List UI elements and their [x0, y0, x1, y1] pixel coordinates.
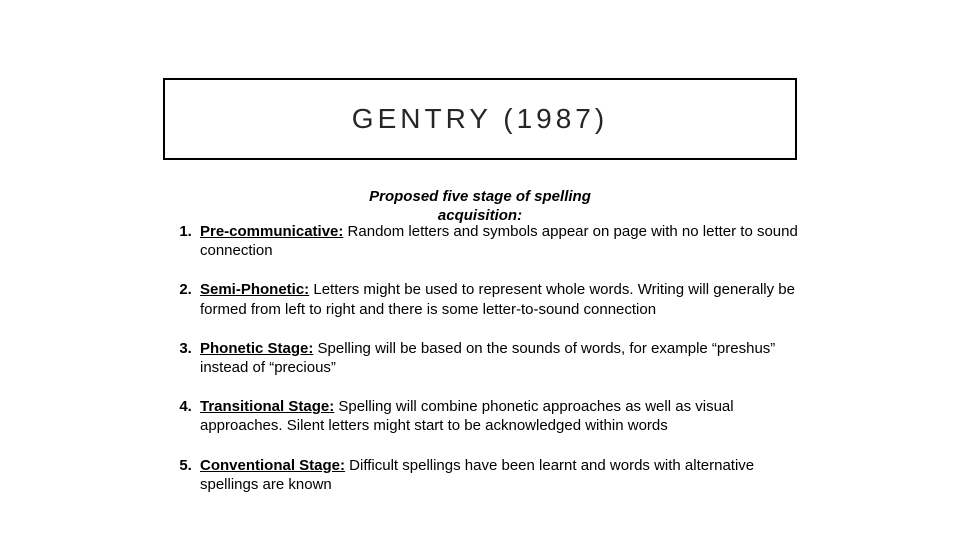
- list-item: Phonetic Stage: Spelling will be based o…: [196, 339, 816, 377]
- list-item: Semi-Phonetic: Letters might be used to …: [196, 280, 816, 318]
- slide: GENTRY (1987) Proposed five stage of spe…: [0, 0, 960, 540]
- subtitle-line-1: Proposed five stage of spelling: [369, 188, 591, 205]
- stage-label: Conventional Stage:: [200, 457, 345, 474]
- stage-label: Pre-communicative:: [200, 223, 343, 240]
- list-item: Transitional Stage: Spelling will combin…: [196, 397, 816, 435]
- stages-ordered-list: Pre-communicative: Random letters and sy…: [170, 222, 816, 494]
- stage-label: Semi-Phonetic:: [200, 281, 309, 298]
- stages-list-container: Pre-communicative: Random letters and sy…: [170, 222, 816, 514]
- stage-label: Transitional Stage:: [200, 398, 334, 415]
- title-box: GENTRY (1987): [163, 78, 797, 160]
- list-item: Pre-communicative: Random letters and sy…: [196, 222, 816, 260]
- list-item: Conventional Stage: Difficult spellings …: [196, 456, 816, 494]
- slide-title: GENTRY (1987): [352, 103, 608, 135]
- subtitle: Proposed five stage of spelling acquisit…: [0, 188, 960, 226]
- stage-label: Phonetic Stage:: [200, 340, 313, 357]
